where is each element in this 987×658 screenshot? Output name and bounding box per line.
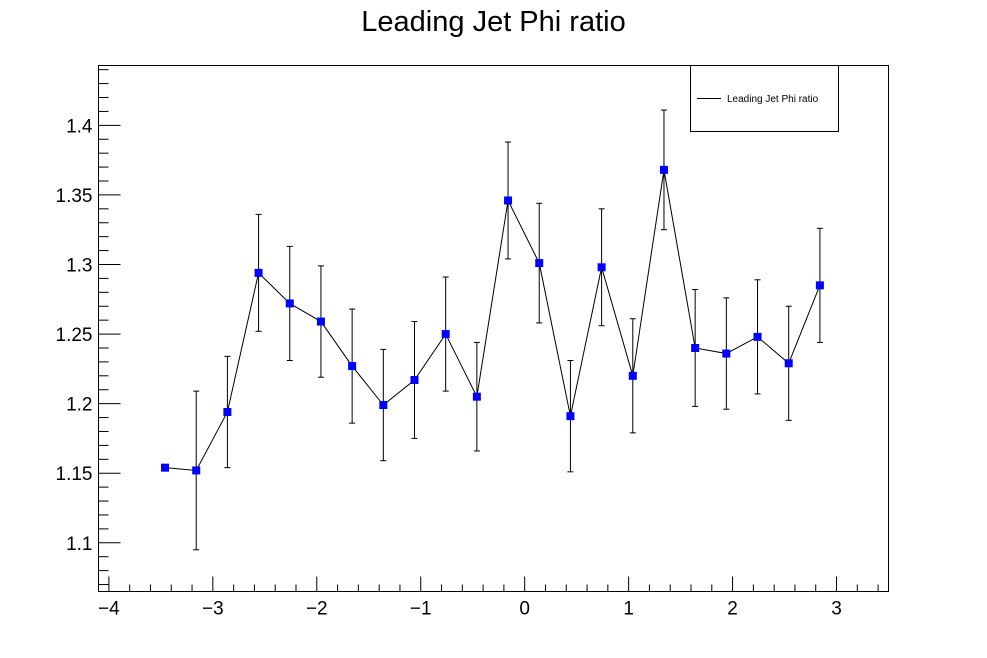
- x-tick-label: −4: [98, 599, 120, 620]
- legend-box: [690, 65, 839, 132]
- y-tick-label: 1.3: [66, 255, 92, 276]
- data-point: [285, 299, 294, 308]
- data-point: [410, 375, 419, 384]
- x-tick-label: 0: [519, 599, 530, 620]
- chart-title: Leading Jet Phi ratio: [361, 6, 625, 38]
- y-tick-label: 1.1: [66, 534, 92, 555]
- data-point: [753, 332, 762, 341]
- x-tick-label: −1: [410, 599, 432, 620]
- data-point: [597, 263, 606, 272]
- data-point: [659, 165, 668, 174]
- data-point: [784, 359, 793, 368]
- data-point: [379, 401, 388, 410]
- minor-ticks: [98, 69, 879, 592]
- data-point: [628, 371, 637, 380]
- data-point: [223, 407, 232, 416]
- data-point: [441, 330, 450, 339]
- data-point: [161, 463, 170, 472]
- data-point: [535, 259, 544, 268]
- data-point: [691, 343, 700, 352]
- data-point: [316, 317, 325, 326]
- y-tick-label: 1.4: [66, 116, 93, 137]
- data-point: [722, 349, 731, 358]
- data-point: [504, 196, 513, 205]
- x-tick-label: 3: [831, 599, 842, 620]
- data-point: [192, 466, 201, 475]
- legend: Leading Jet Phi ratio: [690, 65, 839, 132]
- y-tick-label: 1.15: [56, 464, 93, 485]
- y-tick-label: 1.25: [56, 325, 93, 346]
- data-points-group: [161, 165, 824, 475]
- x-tick-label: 2: [727, 599, 738, 620]
- x-axis: −4 −3 −2 −1 0 1 2 3: [98, 576, 842, 620]
- series-line: [164, 169, 821, 471]
- plot-frame: [98, 65, 889, 592]
- x-tick-label: 1: [623, 599, 634, 620]
- data-point: [566, 412, 575, 421]
- y-tick-label: 1.35: [56, 186, 93, 207]
- series-line-group: [164, 169, 821, 471]
- data-point: [348, 362, 357, 371]
- data-point: [254, 268, 263, 277]
- y-axis: 1.1 1.15 1.2 1.25 1.3 1.35 1.4: [56, 116, 121, 555]
- x-tick-label: −2: [306, 599, 328, 620]
- legend-entry-label: Leading Jet Phi ratio: [727, 94, 819, 105]
- data-point: [472, 392, 481, 401]
- data-point: [815, 281, 824, 290]
- x-tick-label: −3: [202, 599, 224, 620]
- y-tick-label: 1.2: [66, 395, 92, 416]
